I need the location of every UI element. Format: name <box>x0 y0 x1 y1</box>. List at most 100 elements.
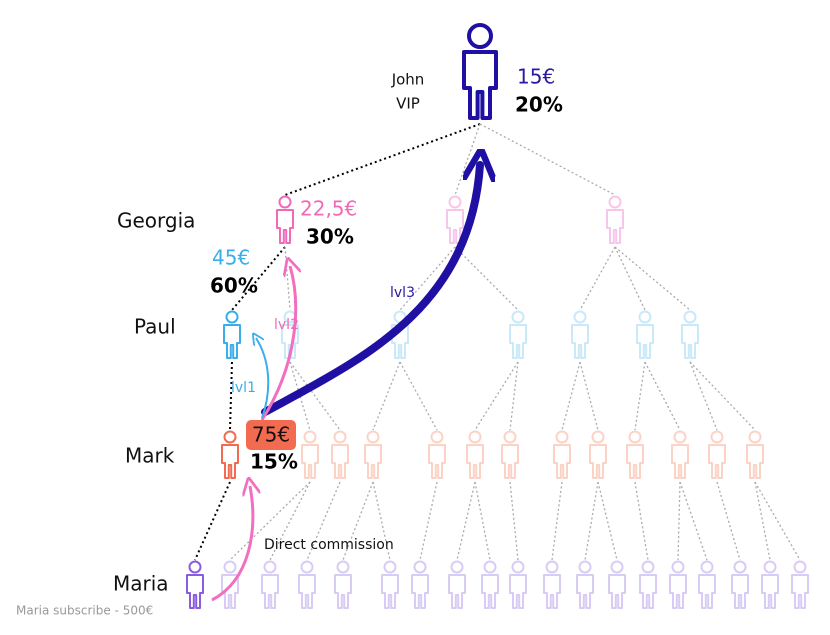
lvl1-label: lvl1 <box>231 380 256 396</box>
john-amount: 15€ <box>517 65 555 89</box>
paul-rate: 60% <box>210 274 258 298</box>
person-icon <box>221 430 239 479</box>
lvl2-arrow <box>260 266 296 421</box>
tree-link <box>269 481 311 561</box>
john-role: VIP <box>396 95 420 113</box>
faded-person-icon <box>298 560 316 609</box>
tree-link <box>474 361 519 431</box>
tree-link <box>644 361 681 431</box>
faded-person-icon <box>669 560 687 609</box>
faded-person-icon <box>791 560 809 609</box>
faded-person-icon <box>636 310 654 359</box>
faded-person-icon <box>428 430 446 479</box>
person-icon <box>186 560 204 609</box>
tree-link <box>579 361 599 431</box>
georgia-rate: 30% <box>306 225 354 249</box>
tree-link <box>231 246 286 311</box>
faded-person-icon <box>761 560 779 609</box>
faded-person-icon <box>571 310 589 359</box>
faded-person-icon <box>606 195 624 244</box>
faded-person-icon <box>381 560 399 609</box>
maria-name: Maria <box>113 572 169 596</box>
tree-link <box>419 481 438 561</box>
direct-arrow <box>211 486 253 602</box>
tree-link <box>306 481 341 561</box>
tree-link <box>509 481 519 561</box>
faded-person-icon <box>466 430 484 479</box>
tree-link <box>597 481 618 561</box>
tree-link <box>634 361 646 431</box>
faded-person-icon <box>746 430 764 479</box>
tree-link <box>509 361 519 431</box>
tree-link <box>284 123 481 196</box>
tree-link <box>456 481 476 561</box>
tree-link <box>614 246 646 311</box>
mark-amount-badge <box>246 420 296 450</box>
tree-link <box>284 246 291 311</box>
faded-person-icon <box>708 430 726 479</box>
tree-link <box>677 481 681 561</box>
tree-link <box>754 481 801 561</box>
tree-lines <box>194 123 801 561</box>
tree-link <box>579 246 616 311</box>
tree-link <box>342 481 374 561</box>
faded-person-icon <box>681 310 699 359</box>
tree-link <box>229 361 233 431</box>
faded-person-icon <box>639 560 657 609</box>
faded-person-icon <box>501 430 519 479</box>
tree-link <box>399 361 438 431</box>
lvl3-arrow <box>261 165 480 416</box>
lvl3-label: lvl3 <box>390 285 415 301</box>
faded-person-icon <box>364 430 382 479</box>
tree-link <box>679 481 708 561</box>
tree-link <box>689 361 756 431</box>
faded-person-icon <box>608 560 626 609</box>
faded-person-icon <box>671 430 689 479</box>
lvl1-arrow <box>256 338 270 419</box>
tree-link <box>634 481 649 561</box>
mark-amount: 75€ <box>252 423 290 447</box>
faded-person-icon <box>411 560 429 609</box>
paul-name: Paul <box>134 315 176 339</box>
tree-link <box>561 361 581 431</box>
mark-rate: 15% <box>250 450 298 474</box>
faded-person-icon <box>509 560 527 609</box>
tree-link <box>289 361 311 431</box>
tree-link <box>194 481 231 561</box>
faded-person-icon <box>509 310 527 359</box>
tree-link <box>614 246 691 311</box>
georgia-name: Georgia <box>117 209 195 233</box>
lvl2-label: lvl2 <box>274 317 299 333</box>
faded-person-icon <box>698 560 716 609</box>
person-icon <box>223 310 241 359</box>
faded-person-icon <box>576 560 594 609</box>
tree-link <box>479 123 616 196</box>
tree-link <box>229 481 311 561</box>
tree-link <box>551 481 563 561</box>
tree-link <box>716 481 741 561</box>
faded-person-icon <box>543 560 561 609</box>
paul-amount: 45€ <box>212 246 250 270</box>
georgia-amount: 22,5€ <box>300 197 357 221</box>
tree-link <box>372 361 401 431</box>
faded-person-icon <box>261 560 279 609</box>
mark-name: Mark <box>125 444 175 468</box>
person-icon <box>462 23 498 120</box>
tree-link <box>399 246 456 311</box>
faded-person-icon <box>331 430 349 479</box>
tree-link <box>689 361 718 431</box>
faded-person-icon <box>481 560 499 609</box>
faded-person-icon <box>301 430 319 479</box>
footnote: Maria subscribe - 500€ <box>16 604 153 618</box>
faded-person-icon <box>731 560 749 609</box>
tree-link <box>584 481 599 561</box>
tree-link <box>474 481 491 561</box>
faded-person-icon <box>589 430 607 479</box>
john-rate: 20% <box>515 93 563 117</box>
person-icon <box>276 195 294 244</box>
faded-person-icon <box>553 430 571 479</box>
faded-person-icon <box>626 430 644 479</box>
john-name: John <box>391 71 425 89</box>
tree-link <box>454 246 519 311</box>
